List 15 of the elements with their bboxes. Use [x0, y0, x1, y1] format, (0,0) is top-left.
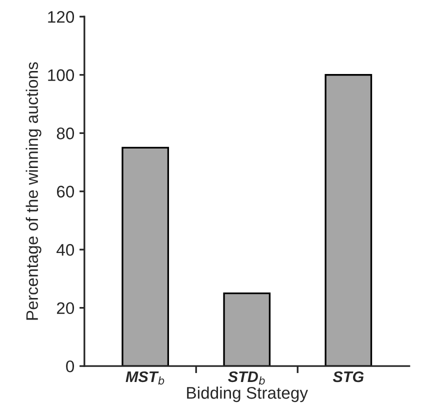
y-tick-label: 120 [48, 11, 74, 23]
x-tick-label: STG [332, 371, 364, 382]
y-tick-label: 0 [66, 360, 74, 372]
x-tick-label: MST$_{b}$ [126, 371, 164, 385]
x-tick-label: STD$_{b}$ [228, 371, 265, 385]
y-tick-label: 80 [56, 128, 74, 140]
bar [324, 74, 372, 366]
bar [122, 146, 170, 366]
y-axis-title: Percentage of the winning auctions [26, 62, 42, 320]
bar [223, 292, 271, 366]
y-tick-label: 60 [56, 186, 74, 198]
y-tick-label: 100 [48, 69, 74, 82]
x-axis-title: Bidding Strategy [187, 386, 308, 402]
y-tick-label: 40 [56, 244, 74, 256]
y-tick-label: 20 [56, 302, 74, 314]
